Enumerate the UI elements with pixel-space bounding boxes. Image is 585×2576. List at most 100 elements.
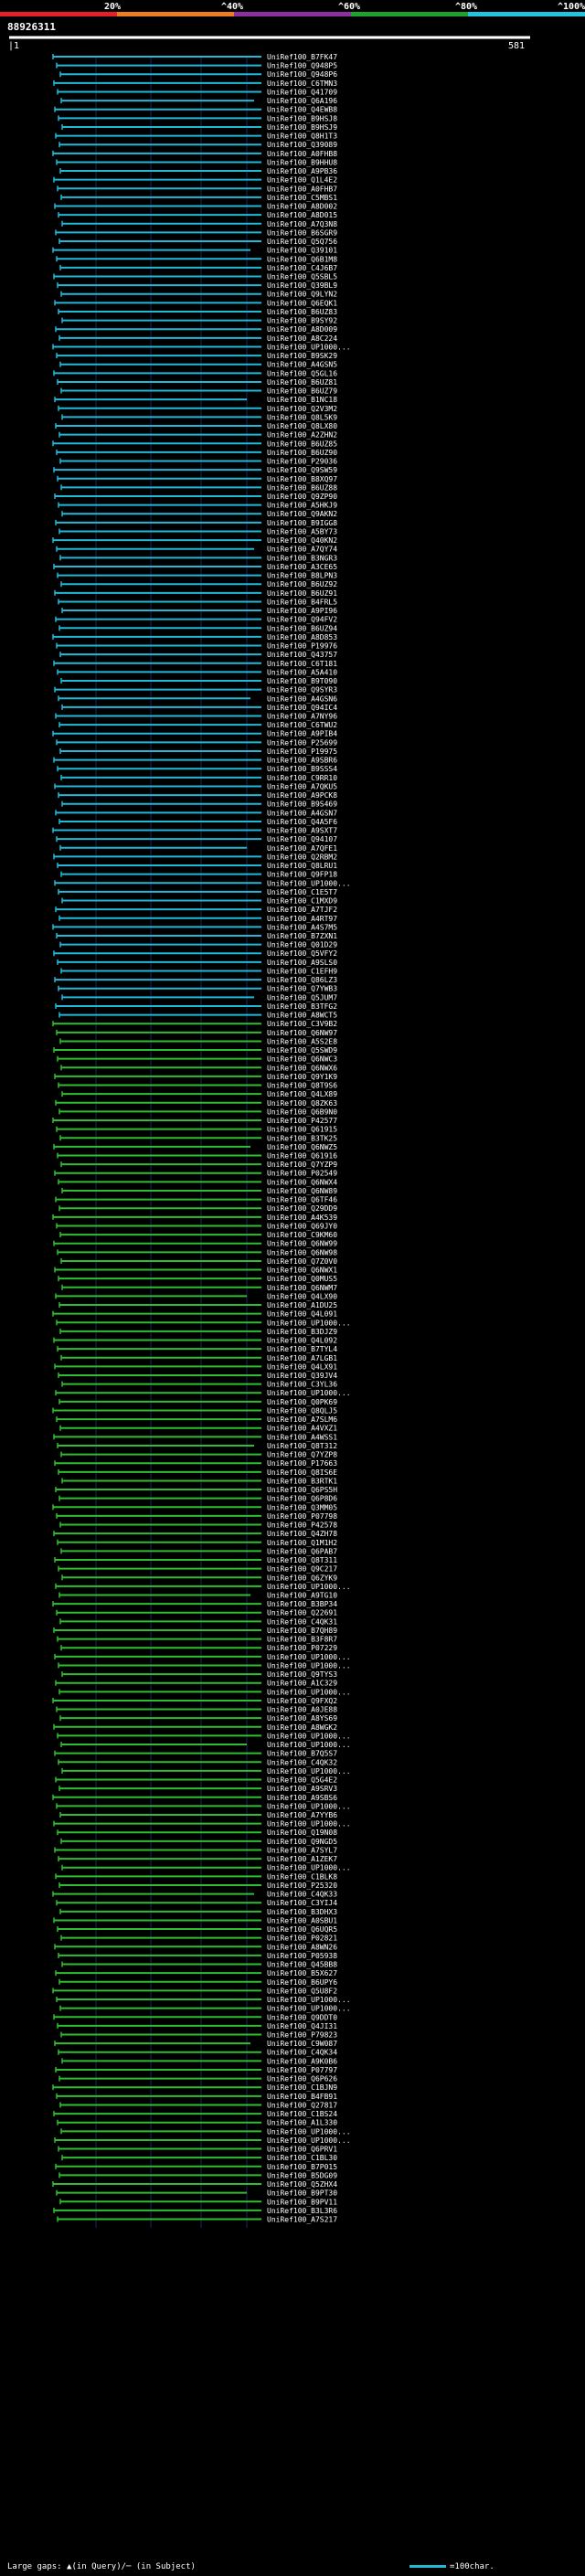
hit-label[interactable]: UniRef100_Q8H1T3 (267, 133, 337, 141)
hit-label[interactable]: UniRef100_Q6PS5H (267, 1486, 337, 1494)
hit-label[interactable]: UniRef100_A9SBS6 (267, 1794, 337, 1802)
hit-label[interactable]: UniRef100_C4QK34 (267, 2049, 337, 2057)
hit-label[interactable]: UniRef100_Q4L092 (267, 1337, 337, 1345)
hit-label[interactable]: UniRef100_B7Q5S7 (267, 1750, 337, 1758)
hit-label[interactable]: UniRef100_A4GSN6 (267, 694, 337, 703)
hit-label[interactable]: UniRef100_B9HSJ9 (267, 123, 337, 132)
hit-label[interactable]: UniRef100_Q7YZP9 (267, 1161, 337, 1169)
hit-label[interactable]: UniRef100_C1MXD9 (267, 897, 337, 906)
hit-label[interactable]: UniRef100_UP1000... (267, 1767, 351, 1776)
hit-label[interactable]: UniRef100_A9SRV3 (267, 1785, 337, 1793)
hit-label[interactable]: UniRef100_B6UZ94 (267, 624, 337, 632)
hit-label[interactable]: UniRef100_Q9SYR3 (267, 686, 337, 694)
hit-label[interactable]: UniRef100_C5MBS1 (267, 194, 337, 202)
hit-label[interactable]: UniRef100_A8D853 (267, 633, 337, 641)
hit-label[interactable]: UniRef100_Q29DD9 (267, 1204, 337, 1213)
hit-label[interactable]: UniRef100_B5X627 (267, 1969, 337, 1977)
hit-label[interactable]: UniRef100_A7S217 (267, 2216, 337, 2224)
hit-label[interactable]: UniRef100_B3TFG2 (267, 1002, 337, 1011)
hit-label[interactable]: UniRef100_Q9Y1K9 (267, 1073, 337, 1081)
hit-label[interactable]: UniRef100_Q39101 (267, 247, 337, 255)
hit-label[interactable]: UniRef100_P19976 (267, 642, 337, 651)
hit-label[interactable]: UniRef100_Q6NWM7 (267, 1284, 337, 1292)
hit-label[interactable]: UniRef100_A8D009 (267, 325, 337, 334)
hit-label[interactable]: UniRef100_Q94FV2 (267, 616, 337, 624)
hit-label[interactable]: UniRef100_Q8QLJ5 (267, 1406, 337, 1415)
hit-label[interactable]: UniRef100_A0FHB8 (267, 150, 337, 158)
hit-label[interactable]: UniRef100_Q6EQK1 (267, 299, 337, 307)
hit-label[interactable]: UniRef100_Q948P5 (267, 62, 337, 70)
hit-label[interactable]: UniRef100_Q39JV4 (267, 1372, 337, 1380)
hit-label[interactable]: UniRef100_Q6NWX4 (267, 1178, 337, 1186)
hit-label[interactable]: UniRef100_A4VXZ1 (267, 1425, 337, 1433)
hit-label[interactable]: UniRef100_A5S2E8 (267, 1037, 337, 1045)
hit-label[interactable]: UniRef100_Q5U8F2 (267, 1987, 337, 1995)
hit-label[interactable]: UniRef100_Q4LX90 (267, 1292, 337, 1300)
hit-label[interactable]: UniRef100_UP1000... (267, 1741, 351, 1749)
hit-label[interactable]: UniRef100_A0FHB7 (267, 185, 337, 193)
hit-label[interactable]: UniRef100_Q6A196 (267, 97, 337, 105)
hit-label[interactable]: UniRef100_Q9DDT0 (267, 2013, 337, 2021)
hit-label[interactable]: UniRef100_UP1000... (267, 2005, 351, 2013)
hit-label[interactable]: UniRef100_Q6PRV1 (267, 2146, 337, 2154)
hit-label[interactable]: UniRef100_Q6NW89 (267, 1187, 337, 1195)
hit-label[interactable]: UniRef100_Q8ZK63 (267, 1099, 337, 1108)
hit-label[interactable]: UniRef100_Q5GL16 (267, 369, 337, 377)
hit-label[interactable]: UniRef100_P07797 (267, 2066, 337, 2074)
hit-label[interactable]: UniRef100_A4RT97 (267, 915, 337, 923)
hit-label[interactable]: UniRef100_B7P015 (267, 2163, 337, 2171)
hit-label[interactable]: UniRef100_Q0PK69 (267, 1398, 337, 1406)
hit-label[interactable]: UniRef100_A5HKJ9 (267, 502, 337, 510)
hit-label[interactable]: UniRef100_A4K539 (267, 1214, 337, 1222)
hit-label[interactable]: UniRef100_Q6TF46 (267, 1196, 337, 1204)
hit-label[interactable]: UniRef100_P02821 (267, 1935, 337, 1943)
hit-label[interactable]: UniRef100_UP1000... (267, 2136, 351, 2145)
hit-label[interactable]: UniRef100_A8C224 (267, 334, 337, 343)
hit-label[interactable]: UniRef100_Q6P626 (267, 2075, 337, 2083)
hit-label[interactable]: UniRef100_Q9TYS3 (267, 1670, 337, 1679)
hit-label[interactable]: UniRef100_B9HHU8 (267, 158, 337, 166)
hit-label[interactable]: UniRef100_UP1000... (267, 1802, 351, 1810)
hit-label[interactable]: UniRef100_Q9LYN2 (267, 291, 337, 299)
hit-label[interactable]: UniRef100_B1NC18 (267, 396, 337, 404)
hit-label[interactable]: UniRef100_B6SGR9 (267, 228, 337, 237)
hit-label[interactable]: UniRef100_UP1000... (267, 1864, 351, 1872)
hit-label[interactable]: UniRef100_C3YL36 (267, 1381, 337, 1389)
hit-label[interactable]: UniRef100_Q9SW59 (267, 466, 337, 474)
hit-label[interactable]: UniRef100_Q19N08 (267, 1829, 337, 1837)
hit-label[interactable]: UniRef100_Q94107 (267, 835, 337, 843)
hit-label[interactable]: UniRef100_B3BP34 (267, 1600, 337, 1608)
hit-label[interactable]: UniRef100_Q41709 (267, 88, 337, 96)
hit-label[interactable]: UniRef100_A7Q3N8 (267, 220, 337, 228)
hit-label[interactable]: UniRef100_C9KM60 (267, 1231, 337, 1239)
hit-label[interactable]: UniRef100_UP1000... (267, 1583, 351, 1591)
hit-label[interactable]: UniRef100_UP1000... (267, 1688, 351, 1696)
hit-label[interactable]: UniRef100_Q69JY0 (267, 1222, 337, 1230)
hit-label[interactable]: UniRef100_B9SK29 (267, 352, 337, 360)
hit-label[interactable]: UniRef100_A9PCK8 (267, 791, 337, 800)
hit-label[interactable]: UniRef100_A4GSN7 (267, 809, 337, 817)
hit-label[interactable]: UniRef100_P25320 (267, 1882, 337, 1890)
hit-label[interactable]: UniRef100_Q8T9S6 (267, 1082, 337, 1090)
hit-label[interactable]: UniRef100_Q8IS6E (267, 1468, 337, 1477)
hit-label[interactable]: UniRef100_Q8LRU1 (267, 862, 337, 870)
hit-label[interactable]: UniRef100_Q5G4E2 (267, 1776, 337, 1785)
hit-label[interactable]: UniRef100_A9PIB4 (267, 730, 337, 738)
hit-label[interactable]: UniRef100_A8D015 (267, 211, 337, 219)
hit-label[interactable]: UniRef100_A8WCT5 (267, 1012, 337, 1020)
hit-label[interactable]: UniRef100_A8WN26 (267, 1943, 337, 1951)
hit-label[interactable]: UniRef100_A2ZHN2 (267, 431, 337, 440)
hit-label[interactable]: UniRef100_Q39089 (267, 141, 337, 149)
hit-label[interactable]: UniRef100_B8XQ97 (267, 475, 337, 483)
hit-label[interactable]: UniRef100_C4QK33 (267, 1891, 337, 1899)
hit-label[interactable]: UniRef100_A7SLM6 (267, 1415, 337, 1424)
hit-label[interactable]: UniRef100_B8LPN3 (267, 572, 337, 580)
hit-label[interactable]: UniRef100_Q6NW97 (267, 1029, 337, 1037)
hit-label[interactable]: UniRef100_B3NGR3 (267, 554, 337, 562)
hit-label[interactable]: UniRef100_UP1000... (267, 1996, 351, 2004)
hit-label[interactable]: UniRef100_A7QFE1 (267, 844, 337, 853)
hit-label[interactable]: UniRef100_P07798 (267, 1512, 337, 1521)
hit-label[interactable]: UniRef100_Q22691 (267, 1609, 337, 1617)
hit-label[interactable]: UniRef100_A3CE65 (267, 563, 337, 571)
hit-label[interactable]: UniRef100_C4QK31 (267, 1617, 337, 1626)
